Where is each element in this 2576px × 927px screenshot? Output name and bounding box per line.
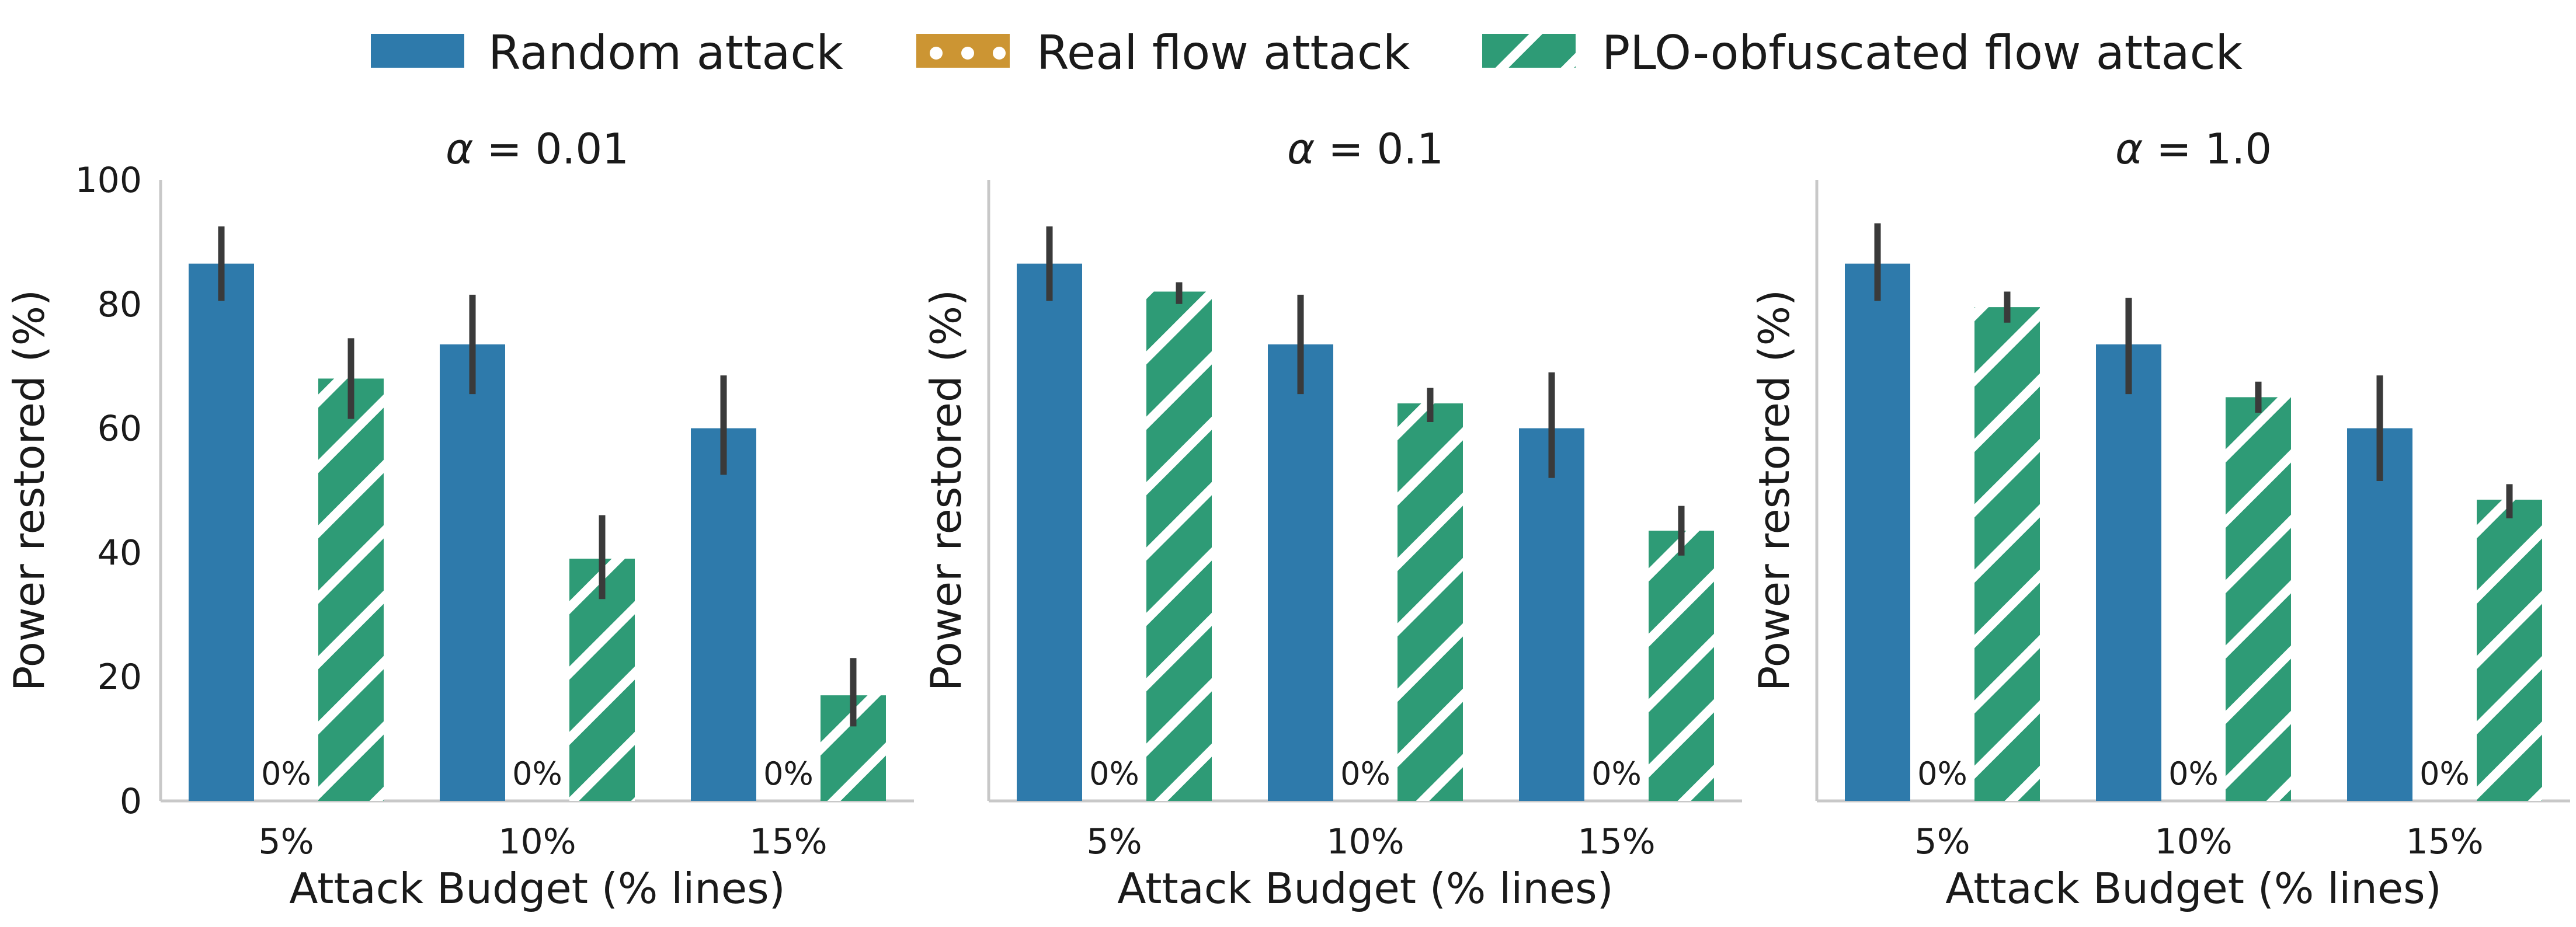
x-tick-label: 10% [2154, 821, 2232, 862]
bar-random [189, 263, 254, 801]
panel-title-symbol: α [1287, 124, 1315, 173]
legend-item-random: Random attack [371, 26, 843, 80]
y-tick-label: 80 [98, 284, 142, 325]
data-label-real-flow: 0% [2168, 755, 2219, 792]
y-tick-label: 40 [98, 532, 142, 573]
x-axis-label: Attack Budget (% lines) [1945, 864, 2442, 913]
bar-random [2347, 428, 2412, 801]
bar-random [1268, 344, 1333, 801]
x-tick-label: 15% [2405, 821, 2483, 862]
data-label-real-flow: 0% [261, 755, 311, 792]
bar-plo [1397, 403, 1463, 801]
bar-random [691, 428, 756, 801]
data-label-real-flow: 0% [2419, 755, 2470, 792]
x-axis-label: Attack Budget (% lines) [1117, 864, 1614, 913]
bar-plo [1649, 531, 1714, 801]
panel-title-value: = 0.1 [1315, 124, 1444, 173]
x-tick-label: 15% [749, 821, 827, 862]
x-axis-label: Attack Budget (% lines) [289, 864, 785, 913]
panel-1: α = 0.01 0 20 40 60 80 100 Power restored (%) 5%… [5, 124, 914, 913]
panels: α = 0.01 0 20 40 60 80 100 Power restored (%) 5%… [5, 124, 2570, 913]
data-label-real-flow: 0% [512, 755, 562, 792]
bar-plo [1146, 291, 1212, 801]
legend-item-plo: PLO-obfuscated flow attack [1482, 26, 2243, 80]
bar-plo [318, 378, 384, 801]
y-tick-label: 20 [98, 657, 142, 698]
x-tick-label: 10% [498, 821, 576, 862]
data-label-real-flow: 0% [763, 755, 814, 792]
bar-random [2096, 344, 2161, 801]
legend-label-real-flow: Real flow attack [1037, 26, 1410, 80]
legend: Random attack Real flow attack PLO-obfus… [371, 26, 2243, 80]
y-axis-label: Power restored (%) [922, 290, 971, 691]
x-tick-label: 15% [1577, 821, 1655, 862]
panel-2: α = 0.1 Power restored (%) 5% 10% 15%Attack … [922, 124, 1742, 913]
data-label-real-flow: 0% [1089, 755, 1139, 792]
legend-label-random: Random attack [488, 26, 843, 80]
legend-item-real-flow: Real flow attack [916, 26, 1410, 80]
panel-title-symbol: α [446, 124, 473, 173]
y-tick-label: 100 [75, 160, 142, 201]
data-label-real-flow: 0% [1340, 755, 1390, 792]
y-axis-label: Power restored (%) [1750, 290, 1799, 691]
legend-swatch-real-flow [916, 34, 1010, 68]
panel-title-symbol: α [2115, 124, 2143, 173]
x-tick-label: 5% [1914, 821, 1970, 862]
legend-label-plo: PLO-obfuscated flow attack [1602, 26, 2243, 80]
bar-random [1519, 428, 1584, 801]
data-label-real-flow: 0% [1591, 755, 1642, 792]
data-label-real-flow: 0% [1917, 755, 1967, 792]
panel-title: α = 1.0 [2115, 124, 2272, 173]
x-tick-label: 5% [1086, 821, 1142, 862]
bar-plo [1974, 307, 2040, 801]
panel-title: α = 0.01 [446, 124, 629, 173]
bar-random [1845, 263, 1910, 801]
legend-swatch-plo [1482, 34, 1576, 68]
panel-title-value: = 1.0 [2143, 124, 2272, 173]
x-tick-label: 10% [1326, 821, 1404, 862]
y-axis-label: Power restored (%) [5, 290, 54, 691]
panel-3: α = 1.0 Power restored (%) 5% 10% 15%Attack … [1750, 124, 2570, 913]
x-tick-label: 5% [258, 821, 314, 862]
y-tick-label: 60 [98, 409, 142, 449]
panel-title: α = 0.1 [1287, 124, 1444, 173]
legend-swatch-random [371, 34, 464, 68]
bar-random [1017, 263, 1082, 801]
bar-random [440, 344, 505, 801]
bar-plo [2226, 397, 2291, 801]
bar-plo [2477, 499, 2542, 801]
y-tick-label: 0 [120, 781, 142, 822]
panel-title-value: = 0.01 [474, 124, 629, 173]
